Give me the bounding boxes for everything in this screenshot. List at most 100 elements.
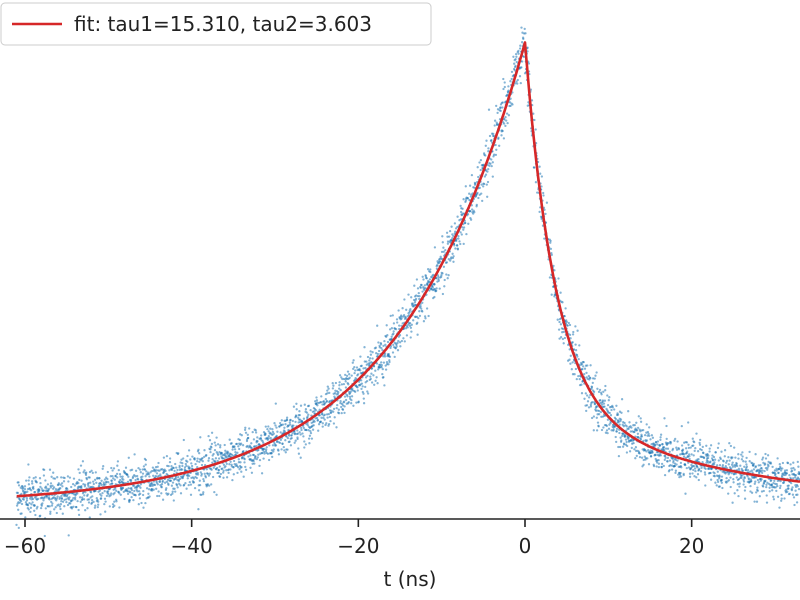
data-point	[203, 455, 206, 459]
data-point	[250, 442, 253, 445]
data-point	[540, 175, 544, 178]
data-point	[257, 453, 260, 456]
data-point	[386, 334, 389, 337]
data-point	[381, 367, 384, 371]
data-point	[368, 363, 371, 367]
data-point	[677, 448, 681, 451]
data-point	[592, 390, 596, 394]
data-point	[609, 414, 613, 417]
data-point	[440, 275, 443, 278]
data-point	[83, 483, 87, 486]
data-point	[737, 453, 740, 456]
data-point	[78, 471, 81, 475]
data-point	[405, 308, 408, 311]
data-point	[624, 433, 627, 436]
data-point	[793, 468, 796, 471]
data-point	[238, 447, 241, 451]
data-point	[142, 465, 146, 468]
data-point	[17, 526, 20, 530]
data-point	[338, 384, 341, 387]
data-point	[533, 118, 536, 122]
data-point	[216, 459, 219, 463]
data-point	[765, 494, 768, 497]
data-point	[701, 445, 704, 449]
data-point	[642, 428, 645, 432]
data-point	[76, 499, 79, 503]
data-point	[25, 497, 29, 500]
data-point	[129, 491, 132, 494]
data-point	[290, 434, 293, 437]
data-point	[58, 496, 61, 499]
fit-curve	[16, 41, 800, 498]
data-point	[562, 342, 565, 345]
data-point	[421, 275, 424, 278]
data-point	[198, 479, 201, 482]
data-point	[718, 464, 722, 467]
data-point	[271, 430, 275, 434]
data-point	[645, 423, 648, 426]
data-point	[210, 483, 213, 486]
data-point	[158, 494, 161, 498]
data-point	[236, 466, 240, 469]
data-point	[462, 226, 466, 229]
data-point	[128, 499, 131, 502]
data-point	[720, 481, 723, 484]
data-point	[416, 321, 419, 324]
data-point	[67, 480, 70, 483]
data-point	[639, 417, 642, 420]
data-point	[418, 314, 422, 318]
data-point	[557, 277, 560, 280]
data-point	[659, 436, 662, 439]
data-point	[684, 463, 687, 467]
data-point	[420, 283, 423, 287]
data-point	[218, 475, 222, 478]
data-point	[633, 423, 636, 427]
data-point	[395, 318, 399, 321]
data-point	[292, 424, 295, 427]
data-point	[669, 441, 672, 444]
data-point	[670, 468, 674, 471]
data-point	[346, 395, 349, 398]
data-point	[542, 194, 545, 197]
data-point	[286, 436, 290, 440]
data-point	[414, 297, 418, 301]
data-point	[67, 498, 71, 501]
data-point	[190, 464, 194, 468]
data-point	[742, 483, 745, 486]
data-point	[39, 485, 42, 489]
data-point	[89, 496, 92, 499]
data-point	[483, 175, 487, 178]
data-point	[115, 472, 119, 476]
data-point	[520, 41, 524, 44]
data-point	[100, 479, 103, 482]
data-point	[362, 367, 365, 370]
data-point	[147, 492, 150, 495]
data-point	[453, 244, 456, 247]
data-point	[97, 503, 100, 506]
data-point	[48, 505, 51, 508]
data-point	[437, 279, 440, 282]
data-point	[419, 286, 422, 289]
data-point	[469, 218, 473, 221]
data-point	[160, 492, 163, 495]
data-point	[727, 492, 730, 495]
data-point	[454, 247, 457, 250]
data-point	[742, 460, 745, 463]
data-point	[663, 473, 667, 477]
data-point	[613, 408, 616, 411]
data-point	[31, 497, 35, 501]
data-point	[654, 457, 657, 461]
data-point	[586, 400, 590, 403]
data-point	[263, 452, 266, 455]
data-point	[714, 481, 717, 484]
data-point	[206, 472, 210, 475]
data-point	[304, 443, 307, 446]
data-point	[428, 278, 432, 281]
data-point	[67, 534, 70, 537]
data-point	[298, 431, 301, 434]
data-point	[254, 429, 257, 432]
data-point	[343, 405, 346, 408]
data-point	[92, 482, 95, 486]
data-point	[679, 475, 683, 478]
data-point	[423, 288, 426, 292]
